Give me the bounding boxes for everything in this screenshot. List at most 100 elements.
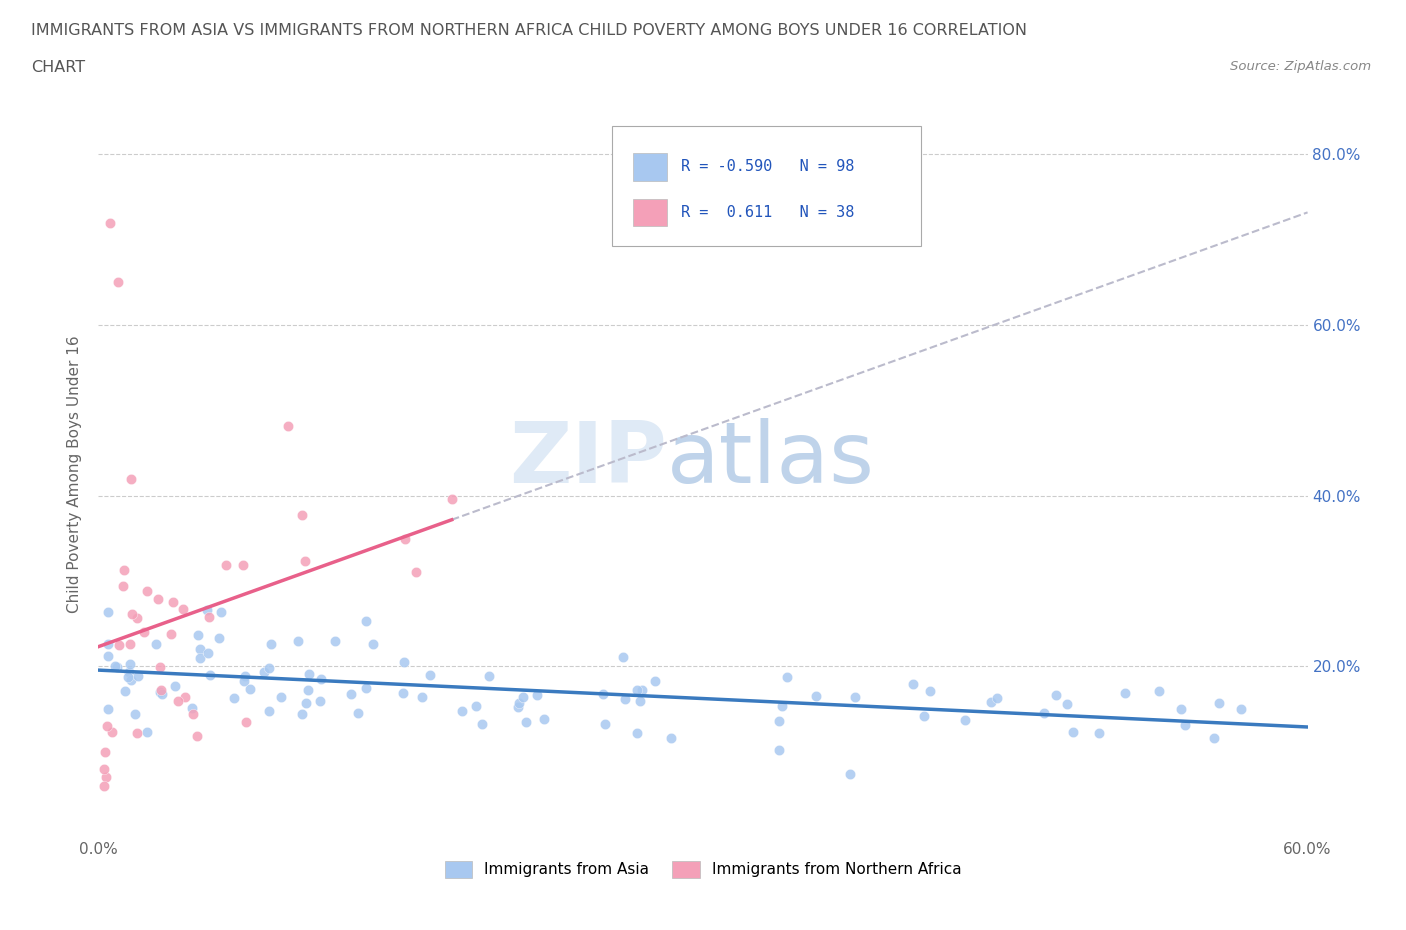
Point <box>181 707 204 722</box>
Point <box>195 603 218 618</box>
Point <box>117 664 139 679</box>
Point <box>148 591 170 606</box>
Point <box>93 744 115 759</box>
Point <box>347 706 370 721</box>
Point <box>112 563 135 578</box>
Point <box>198 609 221 624</box>
Point <box>844 689 866 704</box>
Point <box>188 642 211 657</box>
Point <box>107 275 129 290</box>
Point <box>162 595 184 610</box>
Point <box>768 713 790 728</box>
Point <box>149 683 172 698</box>
Point <box>188 650 211 665</box>
Point <box>612 650 634 665</box>
Point <box>291 507 314 522</box>
Point <box>309 693 332 708</box>
Point <box>259 660 281 675</box>
Point <box>270 690 292 705</box>
Point <box>508 700 530 715</box>
Point <box>323 633 346 648</box>
Point <box>508 695 530 710</box>
Point <box>277 418 299 433</box>
Point <box>97 701 120 716</box>
Point <box>145 637 167 652</box>
Point <box>173 689 195 704</box>
Point <box>440 491 463 506</box>
Point <box>118 636 141 651</box>
Point <box>354 614 377 629</box>
Point <box>186 728 208 743</box>
Point <box>804 688 827 703</box>
Point <box>93 778 115 793</box>
Point <box>149 684 172 699</box>
Point <box>419 668 441 683</box>
Point <box>127 669 149 684</box>
Point <box>309 671 332 686</box>
Point <box>903 676 925 691</box>
Point <box>294 553 316 568</box>
Point <box>838 766 860 781</box>
Point <box>222 691 245 706</box>
Point <box>1230 701 1253 716</box>
Point <box>1056 697 1078 711</box>
Point <box>515 715 537 730</box>
Point <box>953 712 976 727</box>
Point <box>512 689 534 704</box>
Point <box>124 707 146 722</box>
Point <box>918 684 941 698</box>
Point <box>150 687 173 702</box>
Point <box>294 696 316 711</box>
Point <box>405 565 427 579</box>
Point <box>1208 696 1230 711</box>
Point <box>768 743 790 758</box>
Point <box>339 687 361 702</box>
Point <box>232 558 254 573</box>
Point <box>187 628 209 643</box>
Point <box>239 682 262 697</box>
Point <box>659 731 682 746</box>
Point <box>770 698 793 713</box>
Point <box>108 638 131 653</box>
Point <box>214 557 236 572</box>
Bar <box>633 153 666 180</box>
Point <box>1088 725 1111 740</box>
Point <box>287 634 309 649</box>
Point <box>356 681 378 696</box>
Point <box>614 692 637 707</box>
Text: CHART: CHART <box>31 60 84 75</box>
Point <box>259 636 281 651</box>
Y-axis label: Child Poverty Among Boys Under 16: Child Poverty Among Boys Under 16 <box>67 336 83 613</box>
Point <box>118 657 141 671</box>
Text: ZIP: ZIP <box>509 418 666 501</box>
Point <box>526 687 548 702</box>
Point <box>291 707 314 722</box>
Text: IMMIGRANTS FROM ASIA VS IMMIGRANTS FROM NORTHERN AFRICA CHILD POVERTY AMONG BOYS: IMMIGRANTS FROM ASIA VS IMMIGRANTS FROM … <box>31 23 1026 38</box>
Point <box>132 625 155 640</box>
Point <box>163 679 186 694</box>
Point <box>117 670 139 684</box>
Legend: Immigrants from Asia, Immigrants from Northern Africa: Immigrants from Asia, Immigrants from No… <box>439 855 967 884</box>
Point <box>233 669 256 684</box>
Point <box>120 672 142 687</box>
Point <box>200 668 222 683</box>
FancyBboxPatch shape <box>613 126 921 246</box>
Point <box>127 611 149 626</box>
Point <box>986 691 1008 706</box>
Point <box>631 683 654 698</box>
Point <box>127 725 149 740</box>
Point <box>644 673 666 688</box>
Point <box>136 584 159 599</box>
Point <box>392 655 415 670</box>
Point <box>391 685 413 700</box>
Point <box>298 667 321 682</box>
Point <box>1032 706 1054 721</box>
Point <box>235 715 257 730</box>
Point <box>1114 685 1136 700</box>
Point <box>159 627 181 642</box>
Point <box>912 709 935 724</box>
Point <box>980 695 1002 710</box>
Point <box>135 724 157 739</box>
Point <box>257 704 280 719</box>
Text: atlas: atlas <box>666 418 875 501</box>
